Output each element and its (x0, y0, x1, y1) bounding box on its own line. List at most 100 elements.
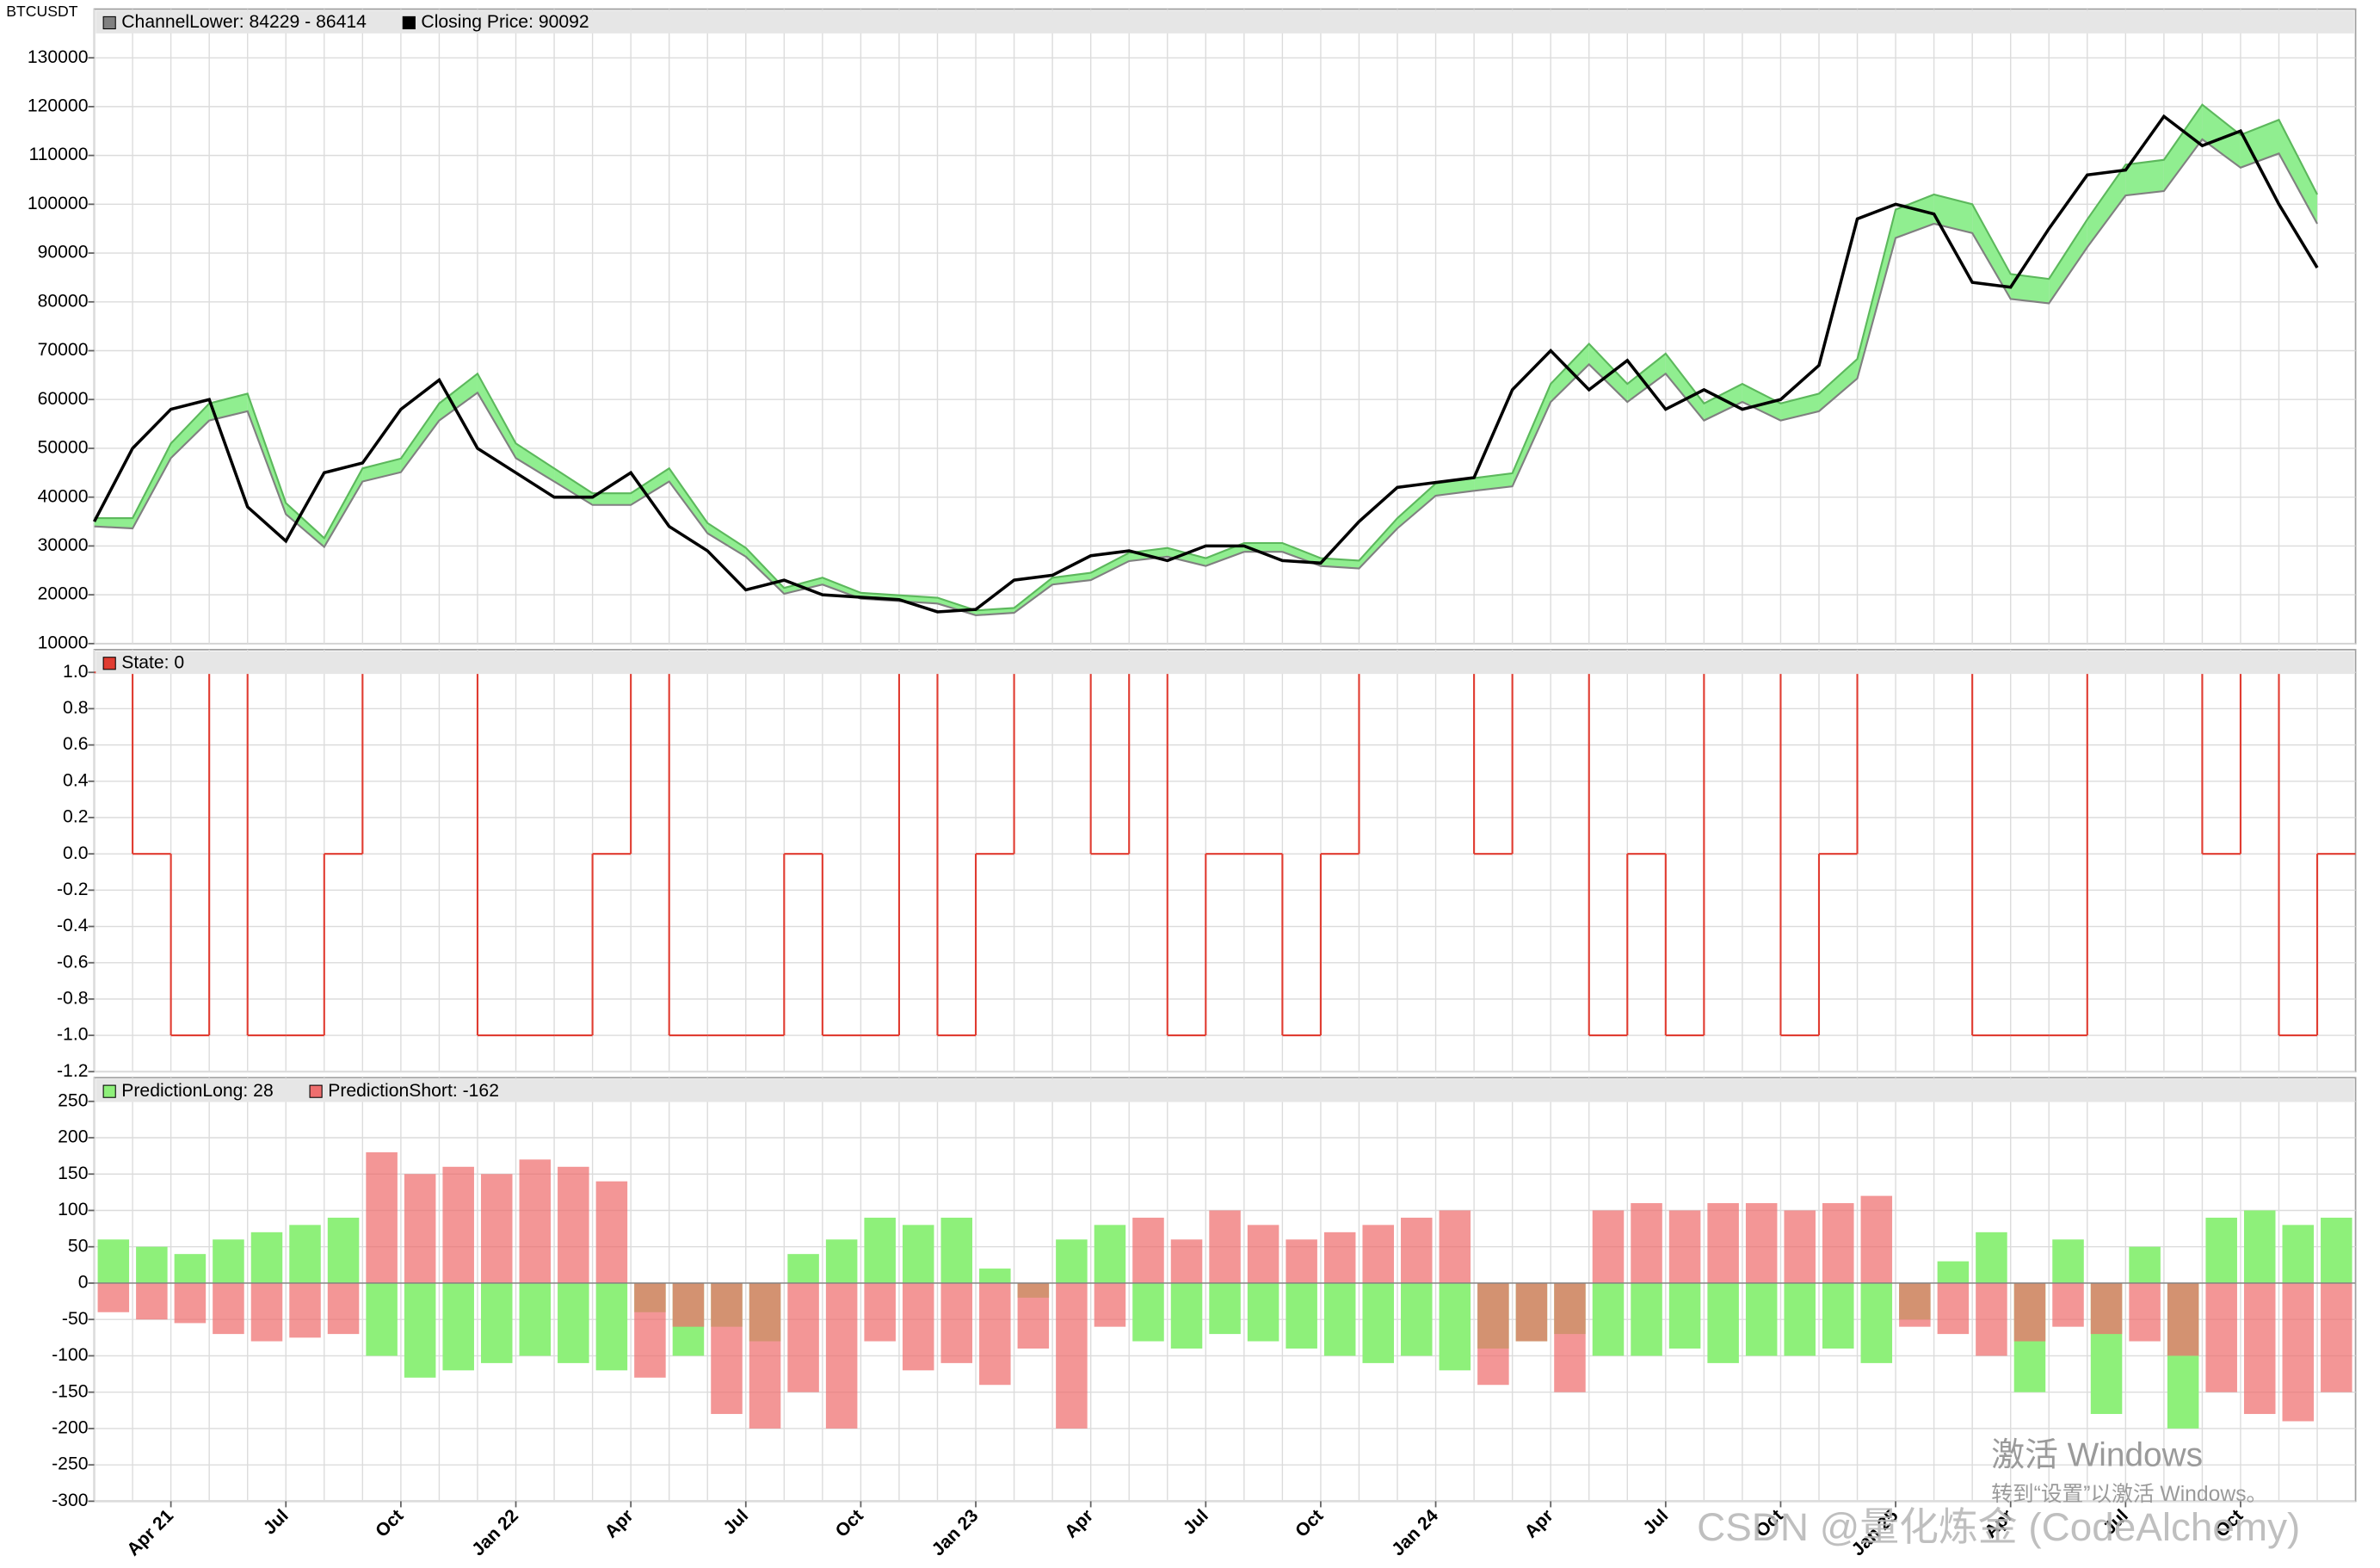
prediction-bar (97, 1239, 130, 1283)
y-tick-label: 0 (78, 1273, 89, 1293)
prediction-bar (1286, 1282, 1317, 1349)
mark-layer (92, 103, 2356, 1429)
channel-band (1780, 393, 1819, 421)
y-tick-label: -100 (52, 1345, 88, 1365)
prediction-bar (1401, 1217, 1433, 1283)
prediction-bar (1860, 1282, 1893, 1363)
prediction-bar (1937, 1282, 1970, 1335)
y-tick-label: -250 (52, 1454, 88, 1474)
prediction-bar (1056, 1239, 1088, 1283)
channel-band (1704, 384, 1742, 421)
prediction-bar (1209, 1282, 1241, 1335)
prediction-bar (213, 1282, 244, 1335)
prediction-bar (1631, 1282, 1662, 1356)
prediction-bar (2013, 1282, 2046, 1342)
prediction-bar (902, 1225, 934, 1283)
legend-label: PredictionLong: 28 (121, 1081, 273, 1101)
prediction-bar (1899, 1282, 1931, 1327)
prediction-bar (174, 1282, 207, 1324)
prediction-bar (1668, 1210, 1701, 1283)
prediction-bar (404, 1174, 436, 1283)
y-tick-label: -50 (62, 1309, 89, 1329)
channel-band (2049, 219, 2087, 304)
legend-label: PredictionShort: -162 (328, 1081, 499, 1101)
channel-band (1857, 209, 1896, 379)
channel-band (2087, 164, 2126, 248)
prediction-bar (480, 1174, 513, 1283)
channel-band (477, 373, 516, 459)
prediction-bar (1631, 1203, 1662, 1283)
channel-band (170, 403, 210, 459)
plot-layer: ChannelLower: 84229 - 86414 Closing Price… (28, 9, 2356, 1560)
channel-band (1818, 359, 1858, 411)
prediction-bar (940, 1217, 973, 1283)
prediction-bar (480, 1282, 513, 1363)
prediction-bar (1094, 1282, 1126, 1327)
channel-band (1627, 353, 1666, 403)
legend-swatch (309, 1084, 323, 1098)
prediction-bar (1401, 1282, 1433, 1356)
y-tick-label: 50000 (38, 438, 89, 458)
prediction-bar (2243, 1210, 2276, 1283)
y-tick-label: 100000 (28, 194, 89, 213)
y-tick-label: -0.6 (57, 952, 88, 972)
prediction-bar (442, 1166, 474, 1283)
prediction-bar (1976, 1282, 2007, 1356)
prediction-bar (1094, 1225, 1126, 1283)
channel-band (1972, 204, 2011, 299)
channel-band (1512, 384, 1551, 487)
channel-band (1551, 343, 1589, 403)
y-tick-label: 0.4 (63, 770, 89, 790)
prediction-bar (1937, 1261, 1970, 1283)
header-layer: ChannelLower: 84229 - 86414 Closing Price… (96, 10, 2354, 1102)
channel-band (1090, 553, 1130, 581)
channel-band (592, 493, 632, 505)
channel-band (2010, 274, 2050, 304)
prediction-bar (558, 1282, 589, 1363)
prediction-bar (749, 1282, 781, 1429)
channel-band (2278, 120, 2318, 225)
prediction-bar (1784, 1210, 1816, 1283)
prediction-bar (2321, 1282, 2352, 1392)
channel-band (822, 577, 861, 599)
prediction-bar (2243, 1282, 2276, 1415)
prediction-bar (979, 1269, 1011, 1283)
prediction-bar (519, 1282, 552, 1356)
legend-swatch (102, 657, 116, 670)
prediction-bar (366, 1151, 398, 1283)
prediction-bar (1286, 1239, 1317, 1283)
prediction-bar (404, 1282, 436, 1378)
prediction-bar (1362, 1225, 1395, 1283)
prediction-bar (250, 1232, 283, 1283)
channel-band (133, 443, 171, 528)
channel-band (1742, 384, 1781, 421)
prediction-bar (2129, 1246, 2161, 1283)
prediction-bar (1132, 1282, 1164, 1342)
watermark-hint: 转到“设置”以激活 Windows。 (1991, 1482, 2267, 1506)
y-tick-label: 90000 (38, 243, 89, 262)
channel-band (631, 468, 669, 505)
prediction-bar (595, 1181, 628, 1283)
state-panel (93, 649, 2357, 1073)
y-tick-label: -300 (52, 1491, 88, 1510)
prediction-bar (136, 1246, 168, 1283)
prediction-bar (1477, 1282, 1509, 1386)
y-tick-label: 0.0 (63, 843, 88, 863)
legend-label: State: 0 (121, 652, 184, 672)
prediction-bar (519, 1159, 552, 1283)
channel-band (439, 373, 478, 421)
y-tick-label: -1.2 (57, 1061, 88, 1081)
legend-label: ChannelLower: 84229 - 86414 (121, 12, 367, 32)
prediction-bar (787, 1254, 819, 1283)
y-tick-label: 50 (68, 1236, 89, 1256)
prediction-bar (1170, 1239, 1203, 1283)
legend-swatch (102, 1084, 116, 1098)
channel-band (94, 518, 133, 528)
y-tick-label: 0.6 (63, 734, 88, 754)
prediction-bar (1784, 1282, 1816, 1356)
channel-band (784, 577, 823, 594)
y-tick-label: 0.2 (63, 807, 88, 827)
prediction-bar (1707, 1282, 1739, 1363)
channel-band (1397, 483, 1436, 528)
